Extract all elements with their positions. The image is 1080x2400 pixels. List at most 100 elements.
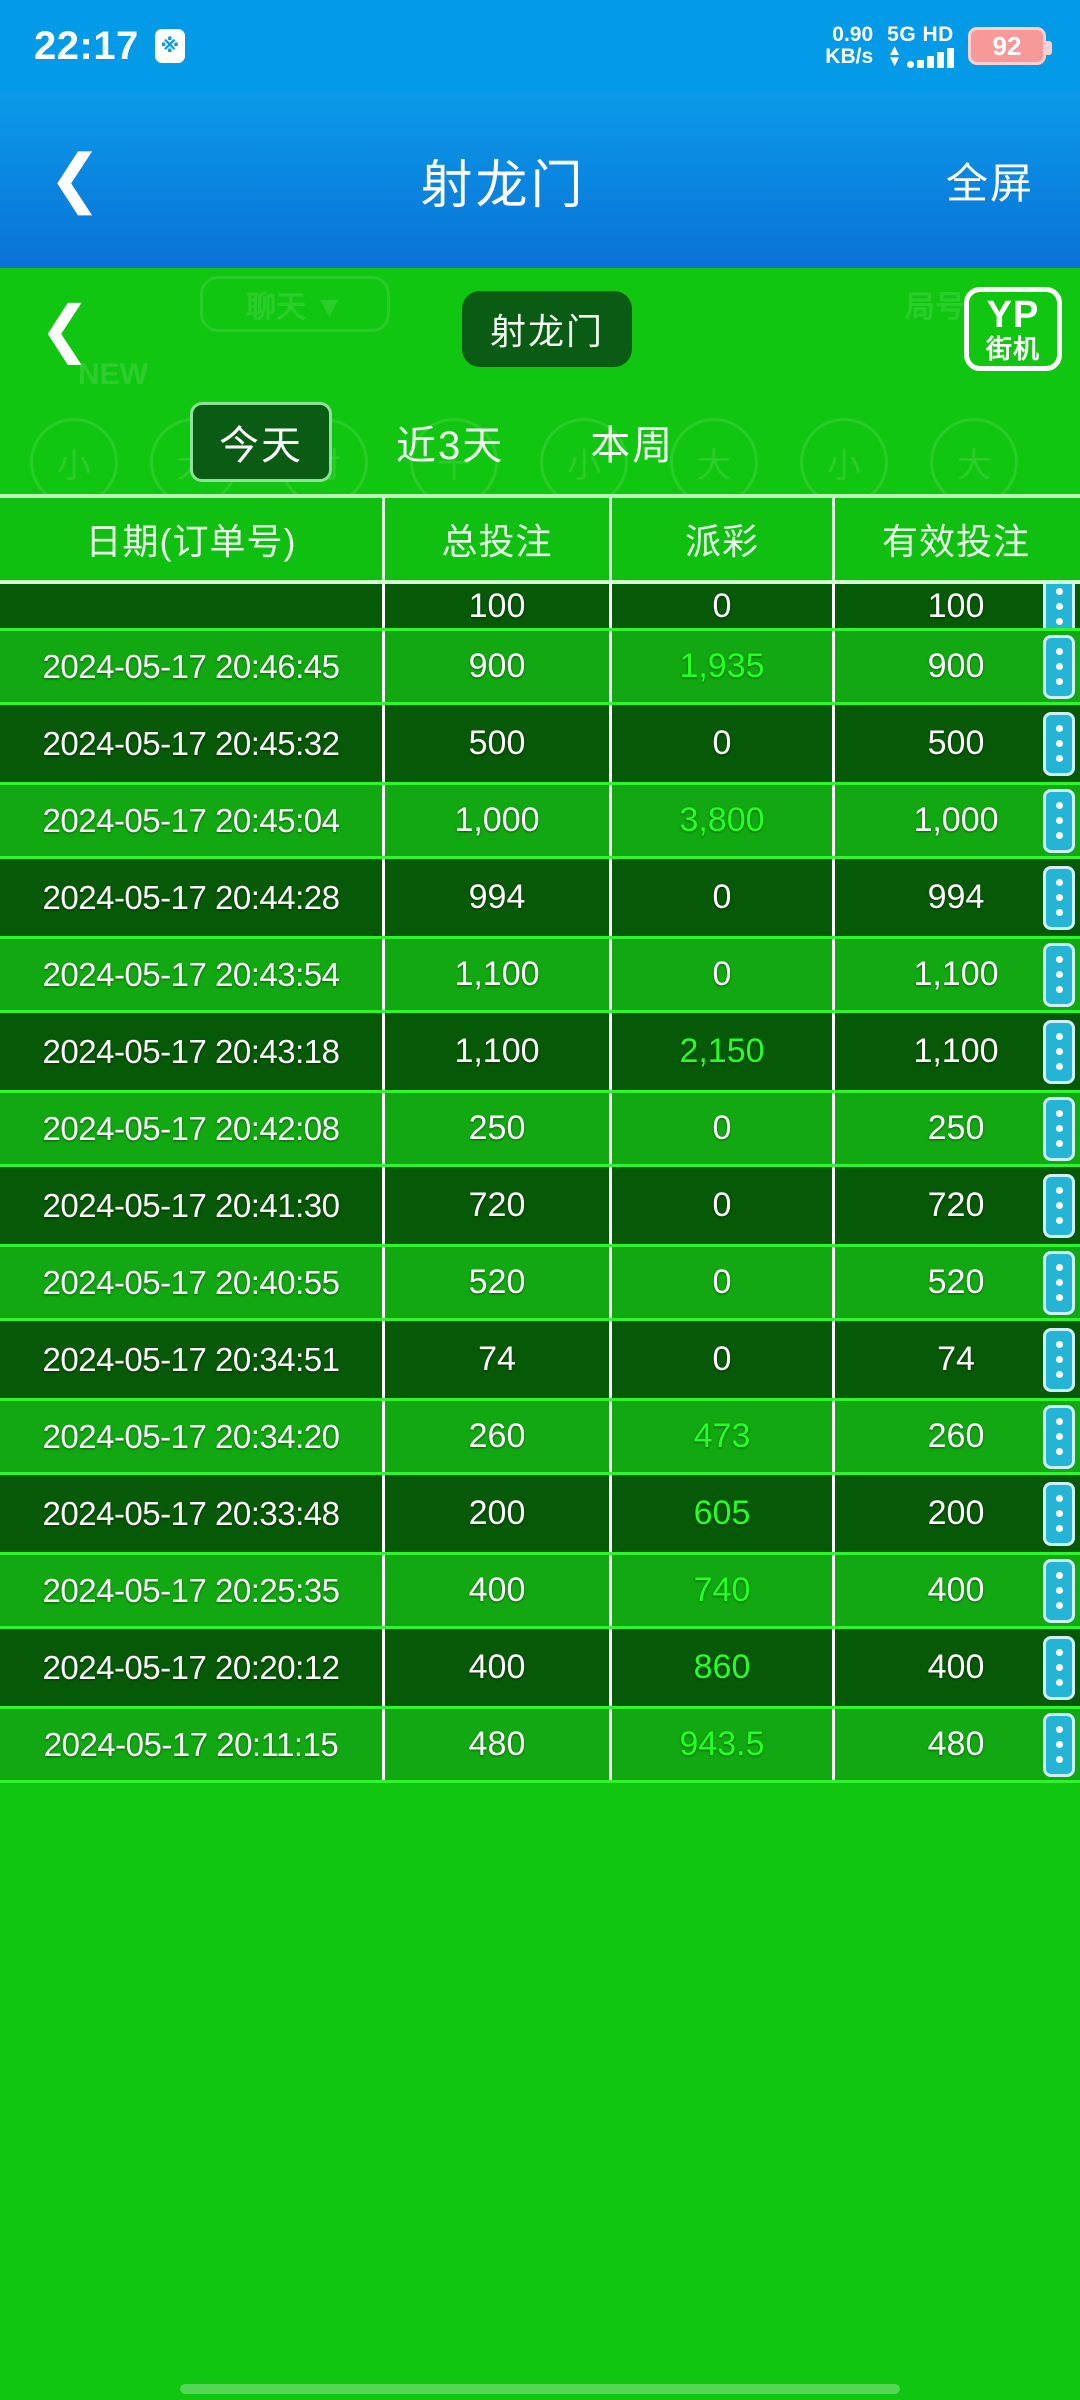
more-vertical-icon[interactable]	[1043, 1404, 1075, 1469]
more-vertical-icon[interactable]	[1043, 1712, 1075, 1777]
more-vertical-icon[interactable]	[1043, 1019, 1075, 1084]
cell-c0: 2024-05-17 20:44:28	[0, 859, 385, 936]
more-vertical-icon[interactable]	[1043, 1481, 1075, 1546]
logo-line-2: 街机	[985, 334, 1040, 364]
cell-c0: 2024-05-17 20:43:18	[0, 1013, 385, 1090]
app-badge-icon: ※	[154, 29, 185, 63]
table-row[interactable]: 2024-05-17 20:41:30 720 0 720	[0, 1167, 1080, 1244]
table-row[interactable]: 2024-05-17 20:43:18 1,100 2,150 1,100	[0, 1013, 1080, 1090]
cell-c3: 520	[927, 1263, 985, 1301]
cell-c1: 1,100	[385, 1013, 612, 1090]
cell-c1: 720	[385, 1167, 612, 1244]
cell-c3: 250	[927, 1109, 985, 1147]
cell-c1: 400	[385, 1629, 612, 1706]
table-row[interactable]: 2024-05-17 20:33:48 200 605 200	[0, 1475, 1080, 1552]
cell-c2: 740	[612, 1555, 835, 1626]
cell-c1: 1,100	[385, 939, 612, 1010]
cell-c0: 2024-05-17 20:45:32	[0, 705, 385, 782]
table-row[interactable]: 2024-05-17 20:43:54 1,100 0 1,100	[0, 936, 1080, 1013]
table-row[interactable]: 2024-05-17 20:46:45 900 1,935 900	[0, 628, 1080, 705]
status-bar-left: 22:17 ※	[34, 24, 185, 69]
table-row[interactable]: 2024-05-17 20:40:55 520 0 520	[0, 1244, 1080, 1321]
cell-c0: 2024-05-17 20:11:15	[0, 1709, 385, 1780]
cell-c1: 500	[385, 705, 612, 782]
more-vertical-icon[interactable]	[1043, 1635, 1075, 1700]
fullscreen-button[interactable]: 全屏	[945, 159, 1034, 207]
cell-c1: 480	[385, 1709, 612, 1780]
network-label: 5G HD	[887, 22, 954, 46]
yp-arcade-logo: YP 街机	[964, 287, 1062, 371]
cell-c3: 994	[927, 878, 985, 916]
column-header-payout: 派彩	[612, 498, 835, 580]
more-vertical-icon[interactable]	[1043, 1250, 1075, 1315]
game-record-panel: 聊天 ▼ 局号 NEW 小 大 对 十 小 大 小 大 1 5 10 50 ❮ …	[0, 268, 1080, 2400]
cell-c3: 400	[927, 1571, 985, 1609]
more-vertical-icon[interactable]	[1043, 865, 1075, 930]
status-bar: 22:17 ※ 0.90 KB/s 5G HD ▲ ▼ 92	[0, 0, 1080, 92]
cell-c3: 1,100	[913, 1032, 999, 1070]
more-vertical-icon[interactable]	[1043, 584, 1075, 628]
cell-c3: 74	[937, 1340, 975, 1378]
cell-c0: 2024-05-17 20:41:30	[0, 1167, 385, 1244]
cell-c0: 2024-05-17 20:34:20	[0, 1401, 385, 1472]
table-row[interactable]: 2024-05-17 20:20:12 400 860 400	[0, 1629, 1080, 1706]
table-row[interactable]: 2024-05-17 20:44:28 994 0 994	[0, 859, 1080, 936]
table-body[interactable]: 100 0 100 2024-05-17 20:46:45 900 1,935 900 202…	[0, 584, 1080, 2398]
network-speed-value: 0.90	[832, 22, 874, 46]
column-header-date: 日期(订单号)	[0, 498, 385, 580]
cell-c2: 0	[612, 1247, 835, 1318]
cell-c0: 2024-05-17 20:43:54	[0, 939, 385, 1010]
more-vertical-icon[interactable]	[1043, 942, 1075, 1007]
period-tabs: 今天 近3天 本周	[0, 390, 1080, 494]
cell-c0: 2024-05-17 20:20:12	[0, 1629, 385, 1706]
cell-c3: 500	[927, 724, 985, 762]
chevron-left-icon[interactable]: ❮	[39, 292, 91, 366]
more-vertical-icon[interactable]	[1043, 711, 1075, 776]
table-row[interactable]: 2024-05-17 20:25:35 400 740 400	[0, 1552, 1080, 1629]
table-row[interactable]: 2024-05-17 20:45:32 500 0 500	[0, 705, 1080, 782]
chevron-left-icon[interactable]: ❮	[48, 142, 102, 217]
cell-c2: 1,935	[612, 631, 835, 702]
table-row[interactable]: 2024-05-17 20:11:15 480 943.5 480	[0, 1706, 1080, 1783]
game-title: 射龙门	[461, 291, 632, 367]
cell-c3: 200	[927, 1494, 985, 1532]
cell-c0: 2024-05-17 20:42:08	[0, 1093, 385, 1164]
cell-c2: 0	[612, 939, 835, 1010]
game-title-wrap: 射龙门	[130, 291, 964, 367]
more-vertical-icon[interactable]	[1043, 1173, 1075, 1238]
more-vertical-icon[interactable]	[1043, 1558, 1075, 1623]
horizontal-scrollbar[interactable]	[180, 2384, 900, 2394]
table-row[interactable]: 100 0 100	[0, 584, 1080, 628]
cell-c0: 2024-05-17 20:33:48	[0, 1475, 385, 1552]
cell-c1: 520	[385, 1247, 612, 1318]
cell-c2: 0	[612, 705, 835, 782]
cell-c1: 1,000	[385, 785, 612, 856]
cell-c0: 2024-05-17 20:25:35	[0, 1555, 385, 1626]
table-row[interactable]: 2024-05-17 20:34:20 260 473 260	[0, 1398, 1080, 1475]
more-vertical-icon[interactable]	[1043, 1096, 1075, 1161]
app-nav-bar: ❮ 射龙门 全屏	[0, 92, 1080, 268]
cell-c2: 0	[612, 859, 835, 936]
cell-c1: 994	[385, 859, 612, 936]
tab-last-3-days[interactable]: 近3天	[396, 424, 505, 468]
cell-c3: 1,100	[913, 955, 999, 993]
column-header-total-bet: 总投注	[385, 498, 612, 580]
logo-line-1: YP	[986, 294, 1040, 336]
status-bar-right: 0.90 KB/s 5G HD ▲ ▼ 92	[825, 22, 1052, 69]
more-vertical-icon[interactable]	[1043, 1327, 1075, 1392]
more-vertical-icon[interactable]	[1043, 788, 1075, 853]
cell-c2: 2,150	[612, 1013, 835, 1090]
tab-this-week[interactable]: 本周	[590, 424, 675, 468]
page-title: 射龙门	[420, 156, 586, 215]
more-vertical-icon[interactable]	[1043, 634, 1075, 699]
table-row[interactable]: 2024-05-17 20:34:51 74 0 74	[0, 1321, 1080, 1398]
cell-c1: 260	[385, 1401, 612, 1472]
table-row[interactable]: 2024-05-17 20:45:04 1,000 3,800 1,000	[0, 782, 1080, 859]
tab-today[interactable]: 今天	[190, 402, 332, 482]
cell-c0: 2024-05-17 20:45:04	[0, 785, 385, 856]
table-row[interactable]: 2024-05-17 20:42:08 250 0 250	[0, 1090, 1080, 1167]
cell-c2: 3,800	[612, 785, 835, 856]
cell-c2: 605	[612, 1475, 835, 1552]
cell-c0	[0, 584, 385, 628]
